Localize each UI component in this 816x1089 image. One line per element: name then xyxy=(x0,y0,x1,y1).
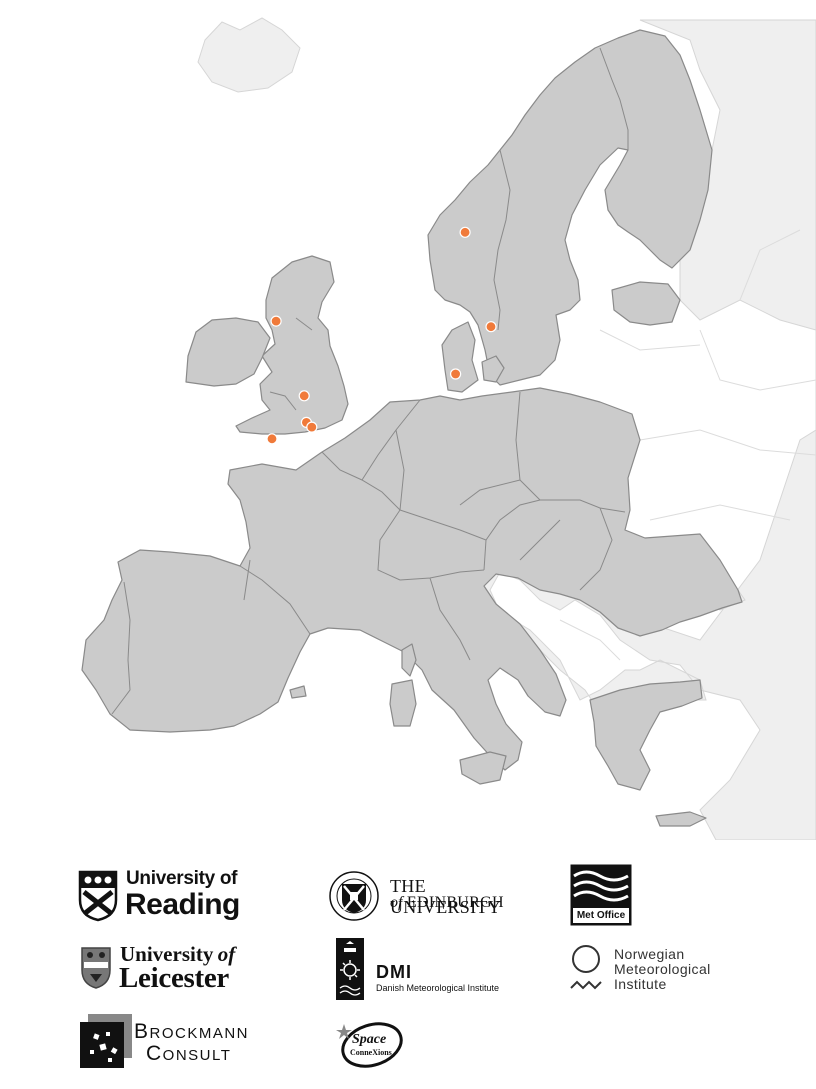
leicester-shield-icon xyxy=(81,947,111,989)
met-norway-icon xyxy=(570,945,602,990)
reading-line2: Reading xyxy=(125,888,240,921)
reading-line1: University of xyxy=(126,868,238,889)
brockmann-line2: Consult xyxy=(146,1042,232,1065)
uk-borders xyxy=(269,317,313,411)
site-marker-oslo xyxy=(459,226,471,238)
brockmann-squares-icon xyxy=(80,1014,132,1068)
space-connexions-line2: ConneXions xyxy=(350,1048,392,1057)
edinburgh-crest-icon xyxy=(329,871,379,921)
highlighted-land xyxy=(427,29,713,393)
leicester-of: of xyxy=(217,942,236,966)
site-marker-hamburg xyxy=(450,368,462,380)
british-isles xyxy=(185,255,349,435)
logo-university-of-reading: University of Reading xyxy=(78,866,248,926)
met-norway-line2: Meteorological xyxy=(614,961,711,977)
reading-shield-icon xyxy=(78,870,118,922)
logo-brockmann-consult: Brockmann Consult xyxy=(80,1014,280,1070)
greece-shape xyxy=(589,679,703,791)
logo-space-connexions: Space ConneXions xyxy=(336,1018,406,1072)
leicester-line1: University of xyxy=(120,942,235,967)
edinburgh-name: EDINBURGH xyxy=(406,894,504,911)
edinburgh-line1: THE UNIVERSITY xyxy=(390,876,501,917)
crete-shape xyxy=(655,811,707,827)
dmi-abbr: DMI xyxy=(376,962,412,982)
continental-europe xyxy=(81,387,743,827)
site-marker-leicester xyxy=(298,390,310,402)
met-office-waves-icon xyxy=(570,864,632,926)
iceland-shape xyxy=(197,17,301,93)
site-marker-copenhagen xyxy=(485,321,497,333)
scandinavia-shape xyxy=(427,29,713,386)
met-norway-line1: Norwegian xyxy=(614,946,685,962)
scandinavia-borders xyxy=(493,47,629,331)
denmark-shape xyxy=(441,321,479,393)
logo-met-office: Met Office xyxy=(570,864,632,926)
eastern-borders xyxy=(559,229,816,701)
edinburgh-line2: of EDINBURGH xyxy=(390,894,504,912)
edinburgh-of: of xyxy=(390,894,403,911)
europe-map xyxy=(81,17,816,840)
continent-borders xyxy=(111,391,626,715)
sicily-shape xyxy=(459,751,507,785)
ireland-shape xyxy=(185,317,271,387)
space-connexions-swoosh-icon xyxy=(336,1022,403,1068)
site-marker-edinburgh xyxy=(270,315,282,327)
leicester-line2: Leicester xyxy=(119,962,230,994)
site-marker-guildford xyxy=(306,421,318,433)
site-markers xyxy=(266,226,497,445)
leicester-university: University xyxy=(120,942,214,966)
space-connexions-line1: Space xyxy=(352,1032,387,1047)
dmi-emblem-icon xyxy=(336,938,364,1000)
dmi-name: Danish Meteorological Institute xyxy=(376,983,500,993)
site-marker-exeter xyxy=(266,433,278,445)
logo-norwegian-meteorological-institute: Norwegian Meteorological Institute xyxy=(568,942,748,998)
background-land xyxy=(197,17,816,840)
met-norway-line3: Institute xyxy=(614,976,667,992)
estonia-shape xyxy=(611,281,681,326)
logo-dmi: DMI Danish Meteorological Institute xyxy=(336,938,536,1002)
logo-university-of-leicester: University of Leicester xyxy=(80,942,270,994)
balearic-shape xyxy=(289,685,307,699)
logo-university-of-edinburgh: THE UNIVERSITY of EDINBURGH xyxy=(328,868,538,924)
zealand-shape xyxy=(481,355,505,383)
brockmann-line1: Brockmann xyxy=(134,1020,250,1043)
met-office-label: Met Office xyxy=(576,910,626,921)
corsica-shape xyxy=(401,643,417,677)
sardinia-shape xyxy=(389,679,417,727)
